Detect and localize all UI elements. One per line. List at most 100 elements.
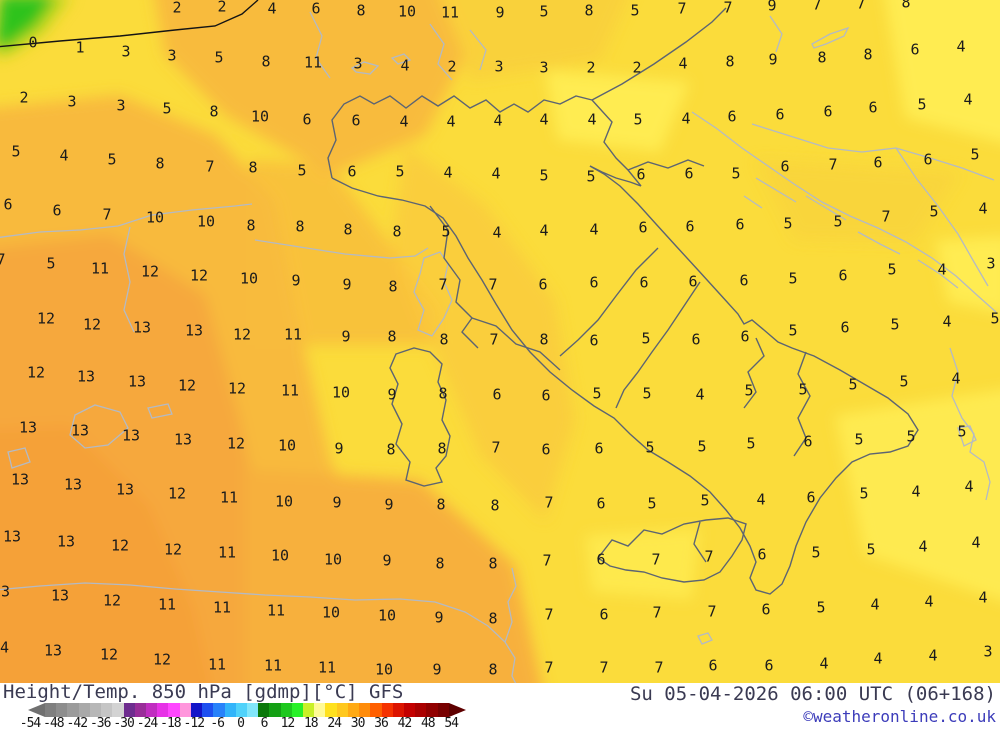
temp-value: 6 — [351, 111, 361, 130]
colorbar-segment — [78, 703, 90, 717]
temp-value: 12 — [189, 266, 209, 285]
colorbar-right-arrow-icon — [449, 703, 466, 717]
colorbar-segment — [325, 703, 337, 717]
temp-value: 5 — [586, 167, 596, 186]
temp-value: 7 — [856, 0, 866, 13]
colorbar-tick-label: 36 — [374, 716, 389, 731]
temp-value: 5 — [859, 484, 869, 503]
temp-value: 10 — [377, 606, 397, 625]
temp-value: 5 — [645, 438, 655, 457]
temp-value: 4 — [695, 385, 705, 404]
legend-title: Height/Temp. 850 hPa [gdmp][°C] GFS — [3, 681, 404, 703]
temp-value: 8 — [539, 330, 549, 349]
temp-value: 5 — [746, 434, 756, 453]
temp-value: 6 — [596, 550, 606, 569]
temp-value: 4 — [539, 221, 549, 240]
temp-value: 8 — [388, 277, 398, 296]
temp-value: 5 — [798, 380, 808, 399]
temp-value: 8 — [490, 496, 500, 515]
temp-value: 5 — [11, 142, 21, 161]
temp-value: 6 — [639, 273, 649, 292]
temp-value: 4 — [589, 220, 599, 239]
temp-value: 9 — [291, 271, 301, 290]
temp-value: 6 — [311, 0, 321, 18]
temp-value: 5 — [816, 598, 826, 617]
colorbar-segment — [258, 703, 270, 717]
temp-value: 8 — [261, 52, 271, 71]
temp-value: 12 — [102, 591, 122, 610]
temp-value: 3 — [116, 96, 126, 115]
temp-value: 13 — [63, 475, 83, 494]
temp-value: 5 — [697, 437, 707, 456]
temp-value: 1 — [75, 38, 85, 57]
colorbar-tick-label: 6 — [260, 716, 269, 731]
temp-value: 9 — [495, 3, 505, 22]
temp-value: 5 — [539, 166, 549, 185]
temp-value: 5 — [848, 375, 858, 394]
temp-value: 2 — [586, 58, 596, 77]
temp-value: 6 — [761, 600, 771, 619]
temp-value: 9 — [342, 275, 352, 294]
temp-value: 4 — [59, 146, 69, 165]
temp-value: 5 — [647, 494, 657, 513]
colorbar-segment — [235, 703, 247, 717]
coastline-dark — [327, 7, 919, 595]
colorbar-segment — [404, 703, 416, 717]
temp-value: 6 — [684, 164, 694, 183]
temp-value: 6 — [636, 165, 646, 184]
colorbar-tick-label: -18 — [160, 716, 182, 731]
temp-value: 7 — [544, 658, 554, 677]
temp-value: 4 — [873, 649, 883, 668]
colorbar-segment — [45, 703, 57, 717]
temp-value: 7 — [652, 603, 662, 622]
temp-value: 10 — [274, 492, 294, 511]
temp-value: 6 — [596, 494, 606, 513]
colorbar-segment — [415, 703, 427, 717]
colorbar-segment — [359, 703, 371, 717]
temp-value: 8 — [436, 495, 446, 514]
temp-value: 6 — [691, 330, 701, 349]
temp-value: 11 — [212, 598, 232, 617]
temp-value: 13 — [132, 318, 152, 337]
temperature-grid: 2 2 4 6 8 10 11 9 5 8 5 7 7 9 7 7 8 0 1 3 3 5 8 11 3 4 2 3 3 2 2 4 8 9 8 8 6… — [0, 0, 1000, 677]
colorbar-segment — [280, 703, 292, 717]
temp-value: 12 — [26, 363, 46, 382]
temp-value: 8 — [295, 217, 305, 236]
temp-value: 5 — [744, 381, 754, 400]
temp-value: 4 — [493, 111, 503, 130]
temp-value: 7 — [542, 551, 552, 570]
temp-value: 7 — [677, 0, 687, 18]
colorbar-segment — [347, 703, 360, 717]
temp-value: 4 — [956, 37, 966, 56]
temp-value: 11 — [219, 488, 239, 507]
temp-value: 5 — [866, 540, 876, 559]
temp-value: 12 — [167, 484, 187, 503]
map-graphic — [0, 0, 1000, 683]
temp-value: 9 — [334, 439, 344, 458]
temp-value: 5 — [906, 427, 916, 446]
temp-value: 8 — [343, 220, 353, 239]
temp-value: 5 — [887, 260, 897, 279]
temp-value: 3 — [539, 58, 549, 77]
temp-value: 8 — [246, 216, 256, 235]
colorbar-segment — [67, 703, 79, 717]
colorbar-tick-label: 0 — [237, 716, 245, 731]
temp-value: 4 — [918, 537, 928, 556]
temp-value: 2 — [217, 0, 227, 16]
colorbar-segment — [112, 703, 124, 717]
temp-value: 11 — [440, 3, 460, 22]
temp-value: 2 — [19, 88, 29, 107]
colorbar-tick-label: -36 — [89, 716, 112, 731]
temp-value: 8 — [356, 1, 366, 20]
colorbar-segment — [202, 703, 214, 717]
colorbar-segment — [303, 703, 315, 717]
temp-value: 13 — [127, 372, 147, 391]
temp-value: 6 — [757, 545, 767, 564]
copyright-watermark[interactable]: ©weatheronline.co.uk — [803, 707, 996, 726]
temp-value: 5 — [592, 384, 602, 403]
colorbar-segment — [314, 703, 326, 717]
temp-value: 7 — [488, 275, 498, 294]
temp-value: 13 — [56, 532, 76, 551]
temp-value: 4 — [963, 90, 973, 109]
temp-value: 5 — [783, 214, 793, 233]
